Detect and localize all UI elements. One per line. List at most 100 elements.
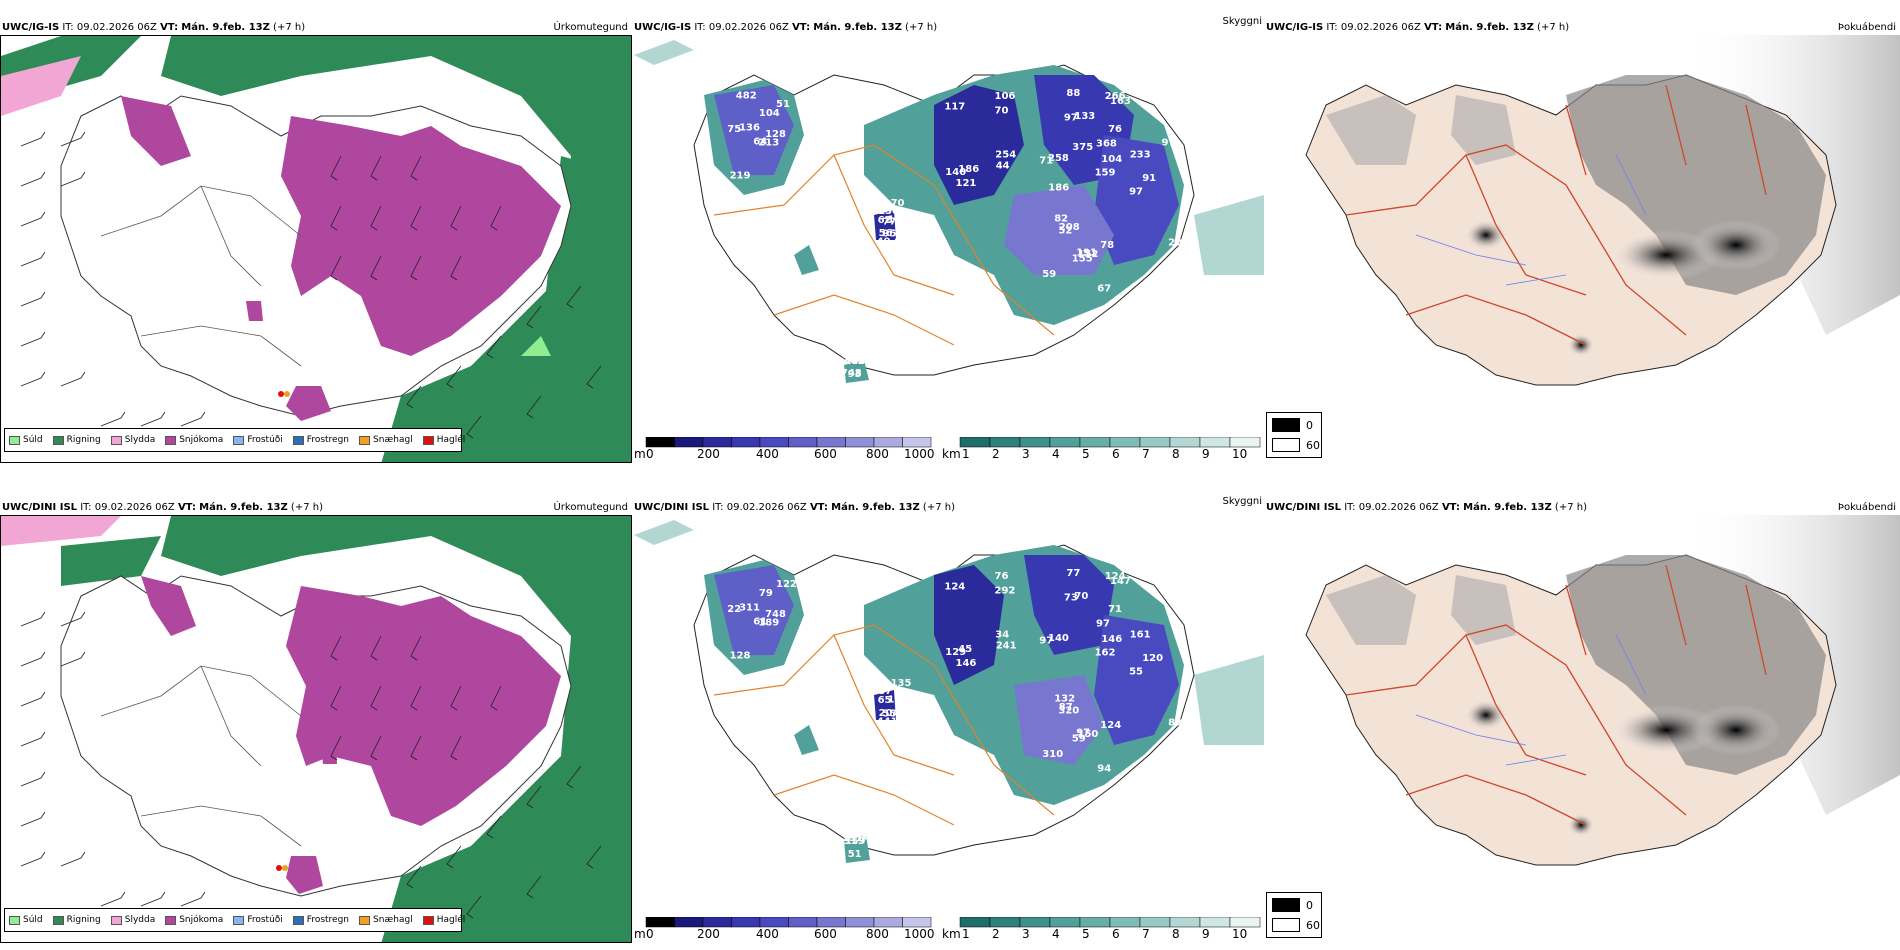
colorbar-segment	[1109, 917, 1141, 928]
legend-swatch	[1272, 438, 1300, 452]
cloud-base-label: 146	[1101, 634, 1122, 645]
colorbar-tick: 2	[992, 447, 1000, 461]
cloud-base-label: 150	[1078, 729, 1099, 740]
legend-item-frostregn: Frostregn	[292, 435, 349, 445]
colorbar-tick: 9	[1202, 927, 1210, 941]
colorbar-tick: 800	[866, 927, 889, 941]
colorbar-tick: 1000	[904, 927, 935, 941]
cloud-base-label: 124	[1105, 571, 1126, 582]
cloud-base-label: 368	[1096, 139, 1117, 150]
cloud-base-label: 124	[1100, 720, 1121, 731]
cloud-base-label: 55	[883, 708, 897, 719]
colorbar-segment	[674, 917, 704, 928]
cloud-map-0[interactable]: 213 117 97 78 208 95 81 104 106 133 76 67 62 83 64 70 71…	[634, 35, 1264, 435]
colorbar-tick: 10	[1232, 447, 1248, 461]
cloud-base-label: 441	[877, 717, 898, 728]
cloud-base-label: 104	[1101, 154, 1122, 165]
cloud-base-label: 310	[1042, 749, 1063, 760]
precip-map-1[interactable]: Súld Rigning Slydda Snjókoma Frostúði Fr…	[0, 515, 632, 943]
fog-param-title-0: Þokuábendi	[1837, 22, 1896, 33]
colorbar-segment	[1079, 437, 1111, 448]
cloud-base-label: 375	[1072, 142, 1093, 153]
cloud-base-label: 219	[730, 170, 751, 181]
cloud-base-label: 71	[1039, 156, 1053, 167]
colorbar-segment	[702, 917, 732, 928]
colorbar-tick: 8	[1172, 447, 1180, 461]
precip-map-svg-1	[1, 516, 631, 942]
fog-legend-0: 0 60	[1266, 412, 1322, 458]
colorbar-tick: 6	[1112, 447, 1120, 461]
cloud-base-label: 49	[877, 237, 891, 248]
cloud-base-label: 76	[995, 571, 1009, 582]
colorbar-segment	[759, 437, 789, 448]
fog-map-0[interactable]	[1266, 35, 1900, 415]
fog-legend-1: 0 60	[1266, 892, 1322, 938]
colorbar-segment	[788, 437, 818, 448]
cloud-title-0: UWC/IG-IS IT: 09.02.2026 06Z VT: Mán. 9.…	[634, 22, 938, 33]
cloud-base-label: 51	[776, 99, 790, 110]
visibility-colorbar-svg	[959, 437, 1261, 448]
cloud-base-label: 56	[879, 228, 893, 239]
colorbar-tick: 400	[756, 447, 779, 461]
legend-item-hagel: Haglél	[422, 915, 465, 925]
colorbar-unit-km: km	[942, 447, 961, 461]
legend-swatch	[422, 915, 434, 925]
cloud-base-label: 146	[956, 658, 977, 669]
precip-map-0[interactable]: Súld Rigning Slydda Snjókoma Frostúði Fr…	[0, 35, 632, 463]
colorbar-segment	[731, 917, 761, 928]
cloud-base-label: 311	[739, 602, 760, 613]
fog-legend-item: 0	[1272, 418, 1313, 432]
cloud-base-label: 59	[1042, 269, 1056, 280]
colorbar-segment	[759, 917, 789, 928]
visibility-colorbar-0: km 1 2 3 4 5 6 7 8 9 10	[942, 437, 1264, 467]
cloud-base-label: 67	[1097, 284, 1111, 295]
colorbar-segment	[989, 437, 1021, 448]
colorbar-tick: 10	[1232, 927, 1248, 941]
colorbar-tick: 600	[814, 927, 837, 941]
legend-swatch	[9, 915, 20, 925]
cloud-base-label: 129	[945, 647, 966, 658]
legend-swatch	[1272, 418, 1300, 432]
legend-item-sudl: Súld	[9, 915, 43, 925]
colorbar-tick: 0	[646, 447, 654, 461]
colorbar-unit-m: m	[634, 447, 646, 461]
fog-title-0: UWC/IG-IS IT: 09.02.2026 06Z VT: Mán. 9.…	[1266, 22, 1570, 33]
cloud-base-label: 97	[1129, 186, 1143, 197]
cloud-base-label: 320	[1058, 706, 1079, 717]
cloud-base-label: 95	[883, 228, 897, 239]
precip-legend-0: Súld Rigning Slydda Snjókoma Frostúði Fr…	[4, 428, 465, 452]
cloud-base-label: 163	[1110, 96, 1131, 107]
cloud-base-label: 130	[848, 829, 869, 840]
colorbar-segment	[1169, 437, 1201, 448]
cloud-base-label: 147	[1110, 576, 1131, 587]
fog-map-1[interactable]	[1266, 515, 1900, 895]
cloud-base-label: 117	[944, 101, 965, 112]
cloud-map-svg-0: 213 117 97 78 208 95 81 104 106 133 76 67 62 83 64 70 71…	[634, 40, 1264, 383]
cloud-base-label: 208	[1059, 222, 1080, 233]
cloud-base-label: 122	[776, 579, 797, 590]
cloud-base-label: 233	[1130, 150, 1151, 161]
cloud-base-label: 52	[1058, 226, 1072, 237]
colorbar-segment	[1019, 437, 1051, 448]
colorbar-tick: 200	[697, 447, 720, 461]
cloud-base-label: 135	[891, 678, 912, 689]
colorbar-segment	[1049, 917, 1081, 928]
cloud-map-1[interactable]: 189 124 73 124 87 55 98 79 76 70 71 94 65 67 61 292 97 16…	[634, 515, 1264, 915]
legend-swatch	[165, 435, 177, 445]
legend-swatch	[110, 435, 122, 445]
cloud-base-label: 97	[1162, 137, 1176, 148]
legend-item-frostudi: Frostúði	[233, 435, 283, 445]
cloud-base-label: 88	[1066, 88, 1080, 99]
colorbar-segment	[845, 437, 875, 448]
cloud-base-label: 77	[882, 217, 896, 228]
legend-swatch	[1272, 918, 1300, 932]
cloud-base-label: 144	[845, 356, 866, 367]
cloud-base-label: 140	[945, 167, 966, 178]
legend-item-snjokoma: Snjókoma	[165, 915, 223, 925]
cloud-base-label: 191	[1076, 247, 1097, 258]
cloud-base-label: 204	[879, 708, 900, 719]
visibility-colorbar-1: km 1 2 3 4 5 6 7 8 9 10	[942, 917, 1264, 947]
legend-swatch	[110, 915, 122, 925]
legend-swatch	[422, 435, 434, 445]
cloud-base-label: 59	[1072, 734, 1086, 745]
